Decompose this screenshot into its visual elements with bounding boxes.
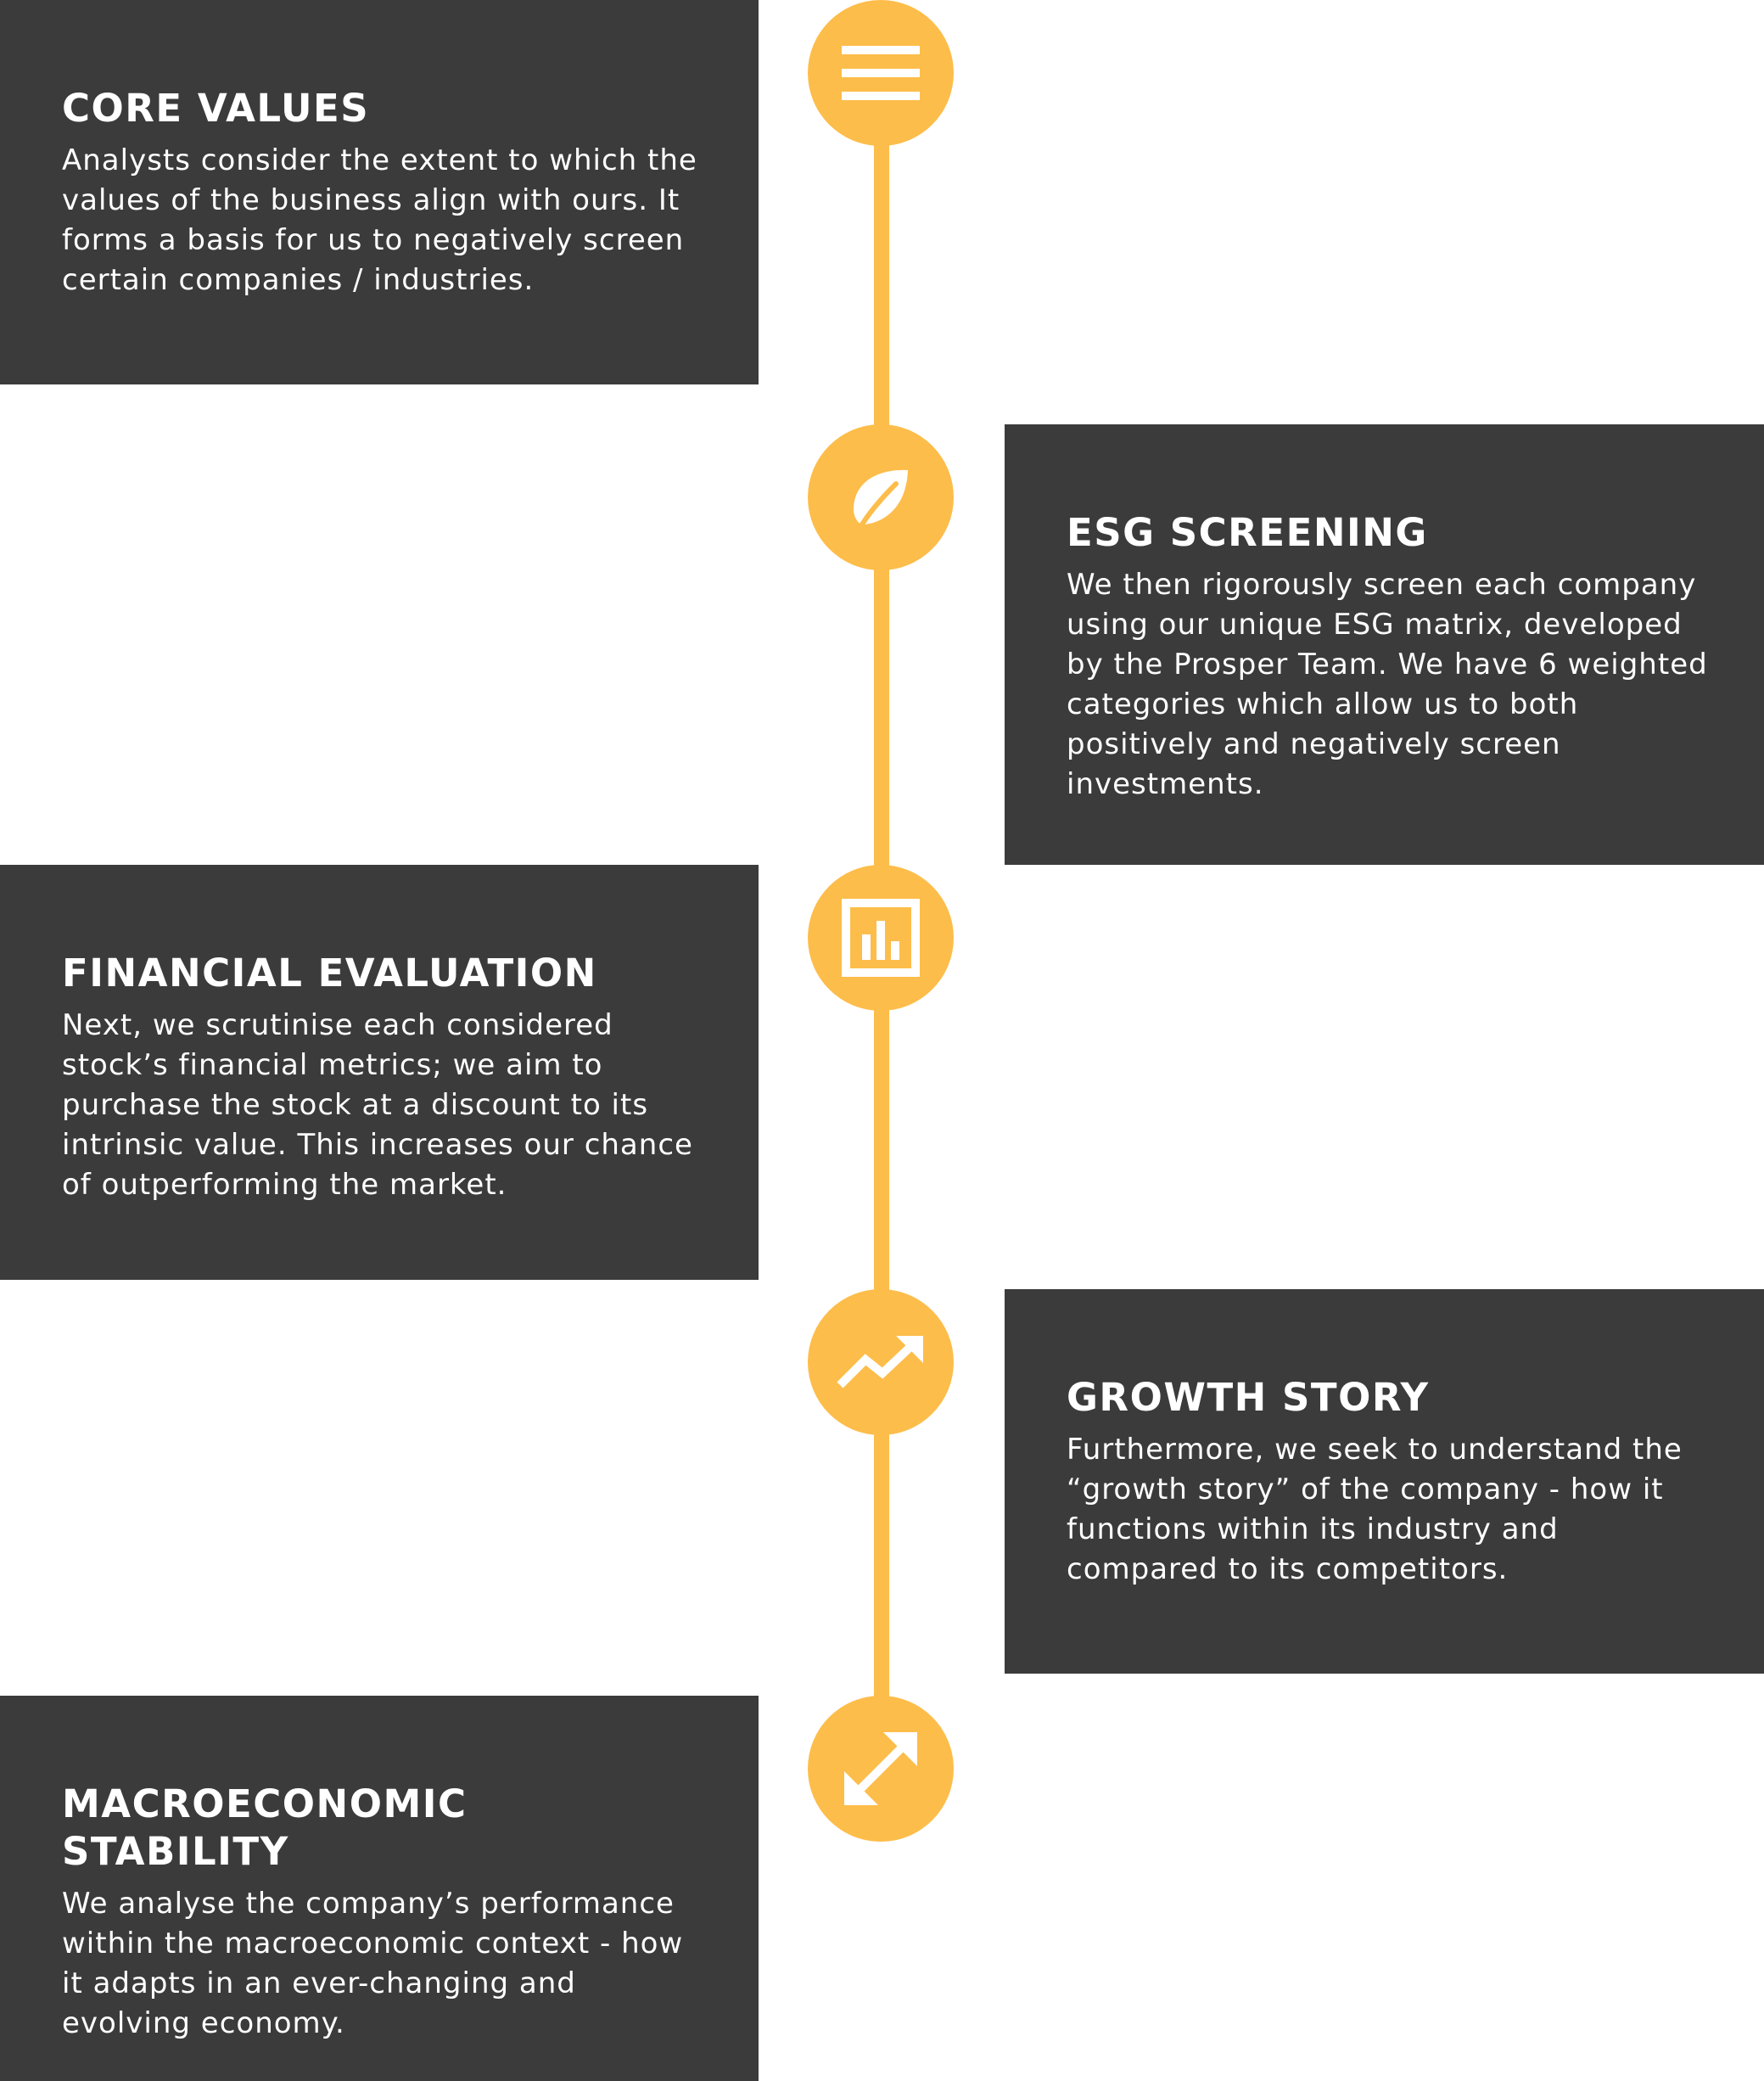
step-title: MACROECONOMIC STABILITY xyxy=(62,1781,468,1874)
step-description: Next, we scrutinise each considered stoc… xyxy=(62,1008,693,1202)
leaf-icon xyxy=(854,469,908,527)
step-card-esg-screening: ESG SCREENING We then rigorously screen … xyxy=(1005,424,1764,865)
step-card-core-values: CORE VALUES Analysts consider the extent… xyxy=(0,0,759,384)
step-node-esg-screening xyxy=(808,424,954,570)
step-description: We then rigorously screen each company u… xyxy=(1067,568,1708,801)
menu-lines-icon xyxy=(842,46,920,100)
expand-arrows-icon xyxy=(844,1732,917,1805)
step-card-financial-evaluation: FINANCIAL EVALUATION Next, we scrutinise… xyxy=(0,865,759,1280)
step-title: ESG SCREENING xyxy=(1067,510,1428,555)
step-node-core-values xyxy=(808,0,954,146)
step-node-growth-story xyxy=(808,1289,954,1435)
step-description: We analyse the company’s performance wit… xyxy=(62,1887,684,2040)
step-node-financial-evaluation xyxy=(808,865,954,1011)
step-description: Furthermore, we seek to understand the “… xyxy=(1067,1433,1683,1586)
step-node-macroeconomic-stability xyxy=(808,1696,954,1842)
step-card-growth-story: GROWTH STORY Furthermore, we seek to und… xyxy=(1005,1289,1764,1674)
step-card-macroeconomic-stability: MACROECONOMIC STABILITY We analyse the c… xyxy=(0,1696,759,2081)
step-title: GROWTH STORY xyxy=(1067,1375,1430,1420)
step-description: Analysts consider the extent to which th… xyxy=(62,143,697,297)
step-title: CORE VALUES xyxy=(62,86,370,131)
bar-chart-icon xyxy=(842,899,920,977)
step-title: FINANCIAL EVALUATION xyxy=(62,951,597,996)
trending-up-icon xyxy=(837,1336,923,1388)
